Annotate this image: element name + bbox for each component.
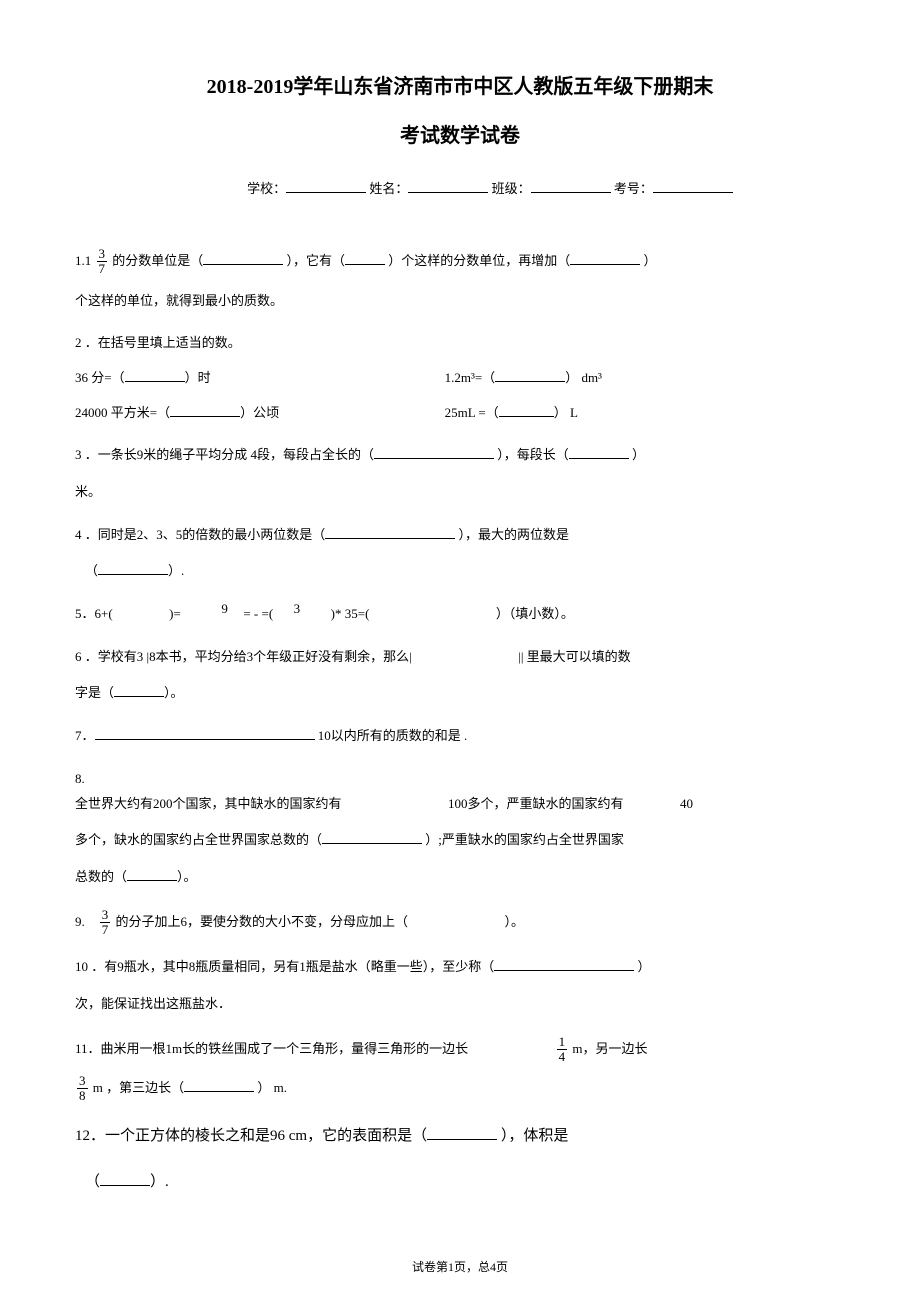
q7-t2: 10以内所有的质数的和是 . xyxy=(318,728,468,743)
q5-tail: ）（填小数）。 xyxy=(496,606,574,621)
q11-t4: ） m. xyxy=(257,1080,287,1095)
q1-line2: 个这样的单位，就得到最小的质数。 xyxy=(75,289,845,314)
question-1: 1.1 37 的分数单位是（ ），它有（ ）个这样的分数单位，再增加（ ） 个这… xyxy=(75,247,845,313)
q2-r2a2: ）公顷 xyxy=(240,405,279,420)
fraction-1-4: 14 xyxy=(557,1035,568,1065)
q8-t2: 100多个，严重缺水的国家约有 xyxy=(448,796,624,811)
q12-line2b: ）. xyxy=(150,1174,169,1190)
fraction-3: 3 xyxy=(292,602,303,616)
title-sub: 考试数学试卷 xyxy=(75,119,845,148)
q8-t1: 全世界大约有200个国家，其中缺水的国家约有 xyxy=(75,796,342,811)
page-footer: 试卷第1页，总4页 xyxy=(0,1258,920,1275)
class-label: 班级： xyxy=(492,181,531,196)
fraction-9: 9 xyxy=(219,602,230,616)
name-label: 姓名： xyxy=(369,181,408,196)
q8-line2b: ）;严重缺水的国家约占全世界国家 xyxy=(425,832,624,847)
q8-t3: 40 xyxy=(680,796,693,811)
q3-t2: ），每段长（ xyxy=(497,447,569,462)
q8-line2a: 多个，缺水的国家约占全世界国家总数的（ xyxy=(75,832,322,847)
fraction-3-8: 38 xyxy=(77,1074,88,1104)
question-3: 3 ．一条长9米的绳子平均分成 4段，每段占全长的（ ），每段长（ ） 米。 xyxy=(75,443,845,504)
q2-r1a2: ）时 xyxy=(185,370,211,385)
question-5: 5．6+( )= 9 = - =( 3 )* 35=( ）（填小数）。 xyxy=(75,602,845,627)
q6-line2b: ）。 xyxy=(164,685,184,700)
fraction-3-7-b: 37 xyxy=(100,908,111,938)
q10-t2: ） xyxy=(638,959,651,974)
q4-t2: ），最大的两位数是 xyxy=(459,527,570,542)
q11-t3: m ，第三边长（ xyxy=(93,1080,184,1095)
q6-t1: 6 ．学校有3 |8本书，平均分给3个年级正好没有剩余，那么| xyxy=(75,649,412,664)
q1-t1: 的分数单位是（ xyxy=(112,253,203,268)
q2-r1b2: ） dm³ xyxy=(565,370,602,385)
q12-t2: ），体积是 xyxy=(501,1128,569,1144)
q4-line2b: ）. xyxy=(168,563,184,578)
question-8: 8. 全世界大约有200个国家，其中缺水的国家约有 100多个，严重缺水的国家约… xyxy=(75,767,845,890)
q4-line2a: （ xyxy=(85,563,98,578)
question-7: 7． 10以内所有的质数的和是 . xyxy=(75,724,845,749)
q10-t1: 10 ．有9瓶水，其中8瓶质量相同，另有1瓶是盐水（略重一些），至少称（ xyxy=(75,959,494,974)
q5-t3: = - =( xyxy=(243,606,273,621)
q5-t4: )* 35=( xyxy=(331,606,370,621)
info-line: 学校： 姓名： 班级： 考号： xyxy=(135,178,845,197)
q6-t2: || 里最大可以填的数 xyxy=(518,649,630,664)
q1-t3: ）个这样的分数单位，再增加（ xyxy=(388,253,570,268)
q6-line2a: 字是（ xyxy=(75,685,114,700)
q1-t4: ） xyxy=(644,253,657,268)
q3-line2: 米。 xyxy=(75,480,845,505)
q9-t2: ）。 xyxy=(505,913,525,928)
question-6: 6 ．学校有3 |8本书，平均分给3个年级正好没有剩余，那么| || 里最大可以… xyxy=(75,645,845,706)
q8-line3a: 总数的（ xyxy=(75,869,127,884)
fraction-3-7: 37 xyxy=(97,247,108,277)
question-4: 4 ．同时是2、3、5的倍数的最小两位数是（ ），最大的两位数是 （ ）. xyxy=(75,523,845,584)
q2-r2a: 24000 平方米=（ xyxy=(75,405,170,420)
q9-t1: 的分子加上6，要使分数的大小不变，分母应加上（ xyxy=(116,913,409,928)
q2-r1a: 36 分=（ xyxy=(75,370,125,385)
q8-line3b: ）。 xyxy=(177,869,197,884)
q11-t1: 11．曲米用一根1m长的铁丝围成了一个三角形，量得三角形的一边长 xyxy=(75,1040,468,1055)
q5-prefix: 5．6+( xyxy=(75,606,113,621)
q2-r2b: 25mL =（ xyxy=(445,405,499,420)
q3-t1: 3 ．一条长9米的绳子平均分成 4段，每段占全长的（ xyxy=(75,447,374,462)
q3-t3: ） xyxy=(632,447,645,462)
q1-prefix: 1.1 xyxy=(75,253,91,268)
examno-label: 考号： xyxy=(614,181,653,196)
q4-t1: 4 ．同时是2、3、5的倍数的最小两位数是（ xyxy=(75,527,325,542)
q8-num: 8. xyxy=(75,767,845,792)
q2-head: 2 ．在括号里填上适当的数。 xyxy=(75,331,845,356)
q10-line2: 次，能保证找出这瓶盐水． xyxy=(75,992,845,1017)
title-main: 2018-2019学年山东省济南市市中区人教版五年级下册期末 xyxy=(75,70,845,99)
question-2: 2 ．在括号里填上适当的数。 36 分=（ ）时 1.2m³=（ ） dm³ 240… xyxy=(75,331,845,425)
q9-prefix: 9. xyxy=(75,913,85,928)
question-10: 10 ．有9瓶水，其中8瓶质量相同，另有1瓶是盐水（略重一些），至少称（ ） 次… xyxy=(75,955,845,1016)
q7-t1: 7． xyxy=(75,728,95,743)
question-12: 12．一个正方体的棱长之和是96 cm，它的表面积是（ ），体积是 （ ）. xyxy=(75,1122,845,1197)
q12-line2a: （ xyxy=(85,1174,100,1190)
question-9: 9. 37 的分子加上6，要使分数的大小不变，分母应加上（ ）。 xyxy=(75,908,845,938)
q5-t2: )= xyxy=(169,606,181,621)
q12-t1: 12．一个正方体的棱长之和是96 cm，它的表面积是（ xyxy=(75,1128,427,1144)
q2-r2b2: ） L xyxy=(554,405,578,420)
q1-t2: ），它有（ xyxy=(287,253,346,268)
question-11: 11．曲米用一根1m长的铁丝围成了一个三角形，量得三角形的一边长 14 m，另一… xyxy=(75,1035,845,1104)
q2-r1b: 1.2m³=（ xyxy=(445,370,496,385)
school-label: 学校： xyxy=(247,181,286,196)
q11-t2: m，另一边长 xyxy=(572,1040,647,1055)
